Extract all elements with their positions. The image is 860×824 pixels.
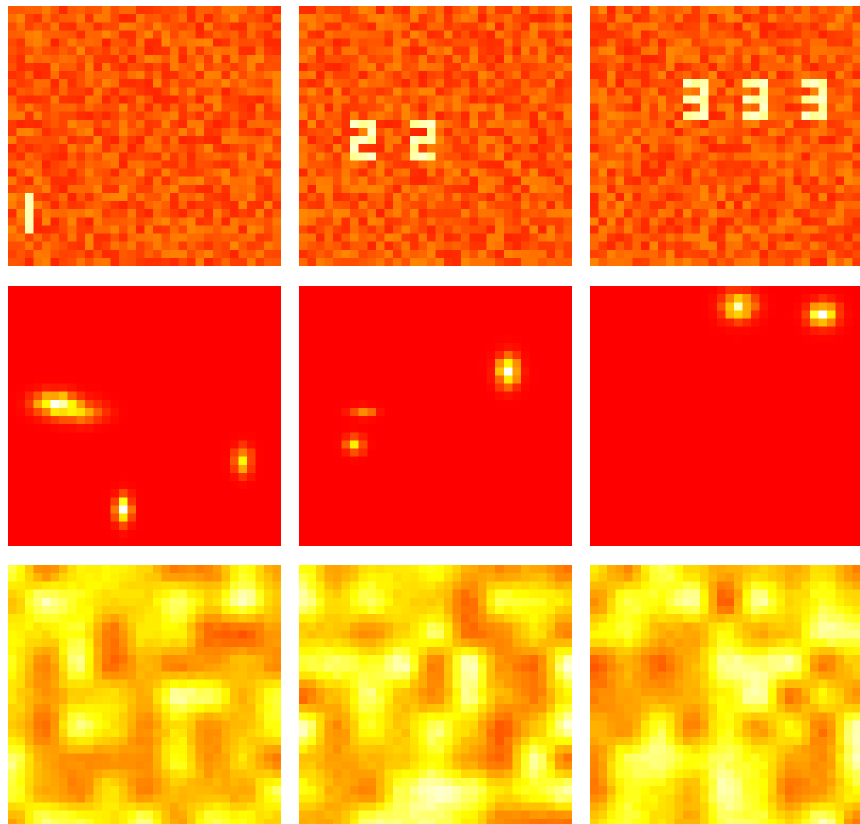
tile-r1-c2: [590, 286, 860, 546]
tile-r2-c1: [299, 565, 572, 824]
tile-r2-c0: [8, 565, 281, 824]
tile-r0-c1: [299, 6, 572, 266]
tile-r1-c0: [8, 286, 281, 546]
tile-r1-c1: [299, 286, 572, 546]
tile-r0-c2: [590, 6, 860, 266]
tile-r0-c0: [8, 6, 281, 266]
tile-r2-c2: [590, 565, 860, 824]
